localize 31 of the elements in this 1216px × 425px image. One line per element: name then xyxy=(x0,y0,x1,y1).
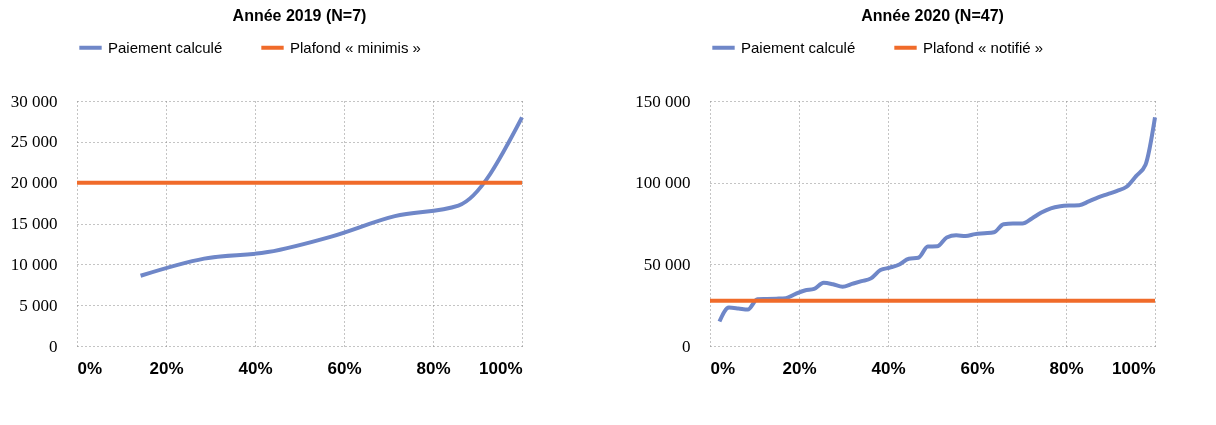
y-tick-label: 5 000 xyxy=(19,295,58,315)
y-tick-label: 150 000 xyxy=(635,91,691,111)
x-tick-label: 60% xyxy=(960,358,995,378)
legend-label: Plafond « notifié » xyxy=(923,38,1044,56)
y-tick-label: 25 000 xyxy=(10,132,58,152)
x-tick-label: 60% xyxy=(327,358,362,378)
y-tick-label: 10 000 xyxy=(10,254,58,274)
x-tick-label: 40% xyxy=(238,358,273,378)
y-tick-label: 0 xyxy=(49,336,58,356)
y-tick-label: 0 xyxy=(682,336,691,356)
chart-title: Année 2019 (N=7) xyxy=(232,7,367,24)
x-tick-label: 100% xyxy=(479,358,523,378)
chart-title: Année 2020 (N=47) xyxy=(861,7,1004,24)
y-tick-label: 15 000 xyxy=(10,214,58,233)
y-tick-label: 50 000 xyxy=(643,254,691,274)
x-tick-label: 20% xyxy=(149,358,184,378)
x-tick-label: 0% xyxy=(710,358,736,378)
legend-label: Paiement calculé xyxy=(741,38,856,56)
line-series xyxy=(717,115,1157,324)
x-tick-label: 40% xyxy=(871,358,906,378)
y-tick-label: 20 000 xyxy=(10,173,58,193)
x-tick-label: 100% xyxy=(1112,358,1156,378)
y-tick-label: 100 000 xyxy=(635,173,691,193)
x-tick-label: 80% xyxy=(1049,358,1084,378)
x-tick-label: 80% xyxy=(416,358,451,378)
y-tick-label: 30 000 xyxy=(10,91,58,111)
line-series xyxy=(138,115,524,278)
x-tick-label: 0% xyxy=(77,358,103,378)
x-tick-label: 20% xyxy=(782,358,817,378)
legend-label: Paiement calculé xyxy=(108,38,223,56)
legend-label: Plafond « minimis » xyxy=(290,38,421,56)
